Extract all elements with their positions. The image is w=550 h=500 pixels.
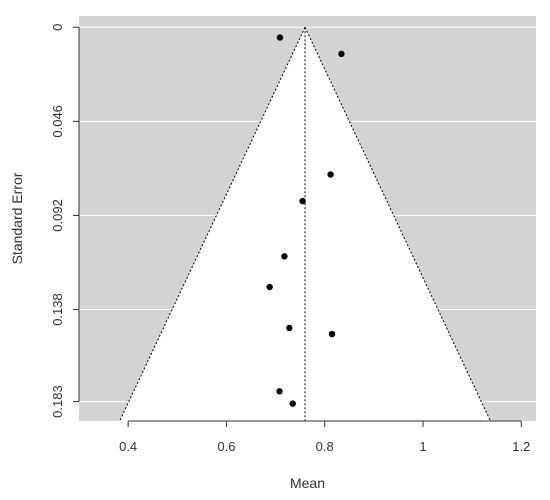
data-point-2 — [327, 171, 334, 178]
funnel-right-boundary — [304, 27, 491, 421]
y-tick-label-1: 0.046 — [50, 105, 65, 138]
y-tick-label-2: 0.092 — [50, 199, 65, 232]
x-tick-label-2: 0.8 — [316, 439, 334, 454]
x-tick-label-1: 0.6 — [217, 439, 235, 454]
x-tick-label-3: 1 — [419, 439, 426, 454]
plot-area — [79, 16, 536, 421]
x-tick-label-4: 1.2 — [512, 439, 530, 454]
data-point-0 — [276, 34, 284, 41]
data-point-9 — [289, 400, 296, 407]
x-tick-label-0: 0.4 — [119, 439, 137, 454]
y-tick-label-0: 0 — [50, 24, 65, 31]
y-axis: 0 0.046 0.092 0.138 0.183 — [50, 24, 80, 418]
y-axis-title: Standard Error — [9, 172, 25, 264]
data-point-6 — [286, 324, 293, 332]
data-point-1 — [338, 50, 345, 58]
data-point-5 — [266, 283, 273, 291]
x-axis: 0.4 0.6 0.8 1 1.2 — [119, 420, 530, 454]
x-axis-title: Mean — [290, 475, 325, 491]
data-point-8 — [276, 388, 283, 395]
y-tick-label-4: 0.183 — [50, 385, 65, 418]
data-point-3 — [299, 197, 306, 205]
data-point-4 — [281, 253, 288, 260]
y-tick-label-3: 0.138 — [50, 293, 65, 326]
data-point-7 — [328, 330, 336, 338]
funnel-left-boundary — [119, 27, 306, 421]
